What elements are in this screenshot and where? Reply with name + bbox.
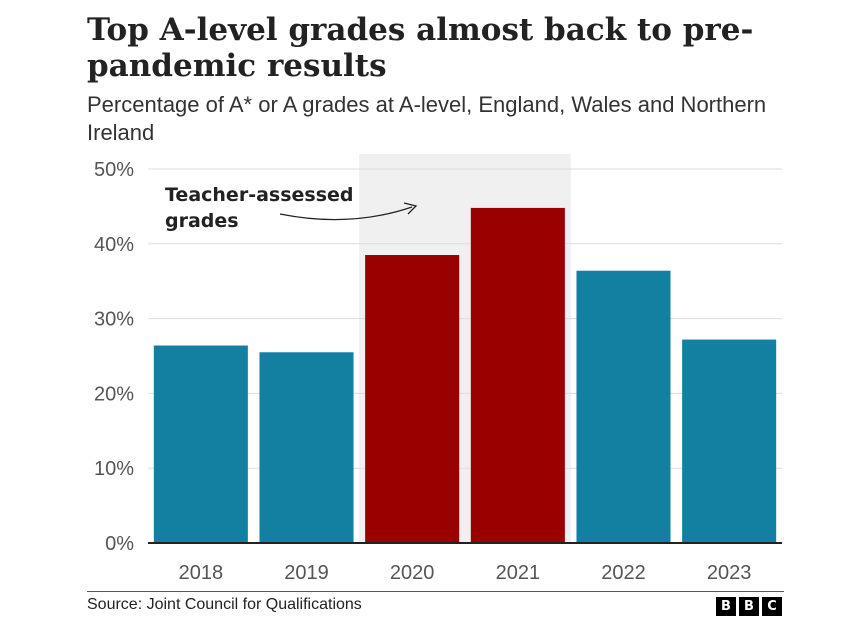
- bar-chart: 0% 10% 20% 30% 40% 50% 2018 2019 2020 2021 2022 202…: [94, 154, 782, 584]
- x-tick-label: 2018: [179, 562, 224, 584]
- bar-2023: [682, 339, 777, 543]
- y-tick-label: 30%: [94, 309, 134, 331]
- x-tick-label: 2019: [284, 562, 329, 584]
- bar-2019: [259, 352, 354, 543]
- x-tick-label: 2023: [707, 562, 752, 584]
- source-note: Source: Joint Council for Qualifications: [87, 596, 362, 613]
- annotation-label: Teacher-assessed: [165, 184, 354, 206]
- bbc-logo-letter: B: [716, 597, 736, 616]
- annotation-arrow: [279, 206, 413, 221]
- y-tick-label: 50%: [94, 159, 134, 181]
- chart-subtitle: Percentage of A* or A grades at A-level,…: [87, 92, 767, 145]
- y-tick-label: 0%: [105, 533, 134, 555]
- footer-divider: [87, 591, 784, 592]
- chart-title: Top A-level grades almost back to pre-pa…: [87, 12, 754, 84]
- bar-2021: [470, 207, 565, 543]
- bbc-logo-letter: C: [762, 597, 782, 616]
- y-tick-label: 40%: [94, 234, 134, 256]
- x-tick-label: 2022: [601, 562, 646, 584]
- bar-2018: [153, 345, 248, 543]
- y-tick-label: 10%: [94, 458, 134, 480]
- annotation-label: grades: [165, 210, 239, 232]
- x-tick-label: 2020: [390, 562, 435, 584]
- y-tick-label: 20%: [94, 383, 134, 405]
- annotation-arrow-head: [403, 202, 418, 215]
- bar-2022: [576, 270, 671, 543]
- bar-2020: [365, 255, 460, 543]
- bbc-logo-letter: B: [739, 597, 759, 616]
- x-tick-label: 2021: [496, 562, 541, 584]
- bbc-logo: B B C: [716, 597, 782, 616]
